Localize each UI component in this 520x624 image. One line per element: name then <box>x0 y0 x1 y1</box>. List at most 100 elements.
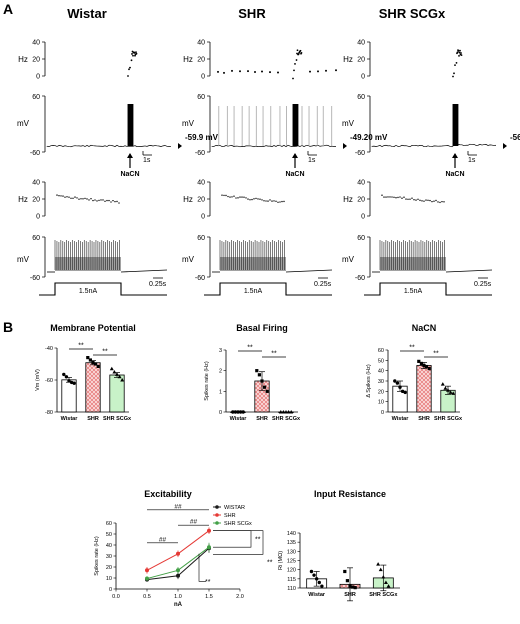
y-tick-label: 125 <box>287 559 296 565</box>
trace-column-2: SHR SCGx 40 20 0 Hz 60 -60 mV NaCN 1s -56.88 mV 40 2… <box>342 6 520 296</box>
hz-tick-label: 20 <box>197 57 205 64</box>
significance-bracket <box>213 530 252 548</box>
freq-dot <box>72 197 74 199</box>
freq-dot <box>223 71 225 74</box>
freq-dot <box>411 197 413 199</box>
step-label: 1.5nA <box>404 288 423 295</box>
step-trace <box>445 269 493 273</box>
chart-excitability: Excitability 0 10 20 30 40 50 60 0.0 0.5 1.0 1.5 2.0… <box>94 489 273 608</box>
chart-title: Input Resistance <box>314 489 386 499</box>
data-point <box>383 580 388 584</box>
freq-dot <box>273 200 275 202</box>
hz-label: Hz <box>18 55 28 64</box>
freq-dot <box>62 195 64 197</box>
freq-dot <box>127 75 129 77</box>
x-tick-label: SHR <box>344 592 356 598</box>
hz-tick-label: 20 <box>197 197 205 204</box>
freq-dot <box>237 197 239 199</box>
data-point <box>314 577 319 581</box>
freq-dot <box>427 199 429 202</box>
freq-dot <box>269 199 271 201</box>
hz-tick-label: 40 <box>357 180 365 187</box>
freq-dot <box>98 199 100 202</box>
freq-dot <box>253 198 255 200</box>
freq-dot <box>251 198 253 201</box>
data-point <box>120 378 125 382</box>
freq-dot <box>395 197 397 199</box>
freq-dot <box>96 200 98 202</box>
freq-dot <box>309 70 311 73</box>
chart-nacn: NaCN 0 10 20 30 40 50 60 Δ Spikes (Hz) Wistar SHR S… <box>366 323 463 422</box>
mv-tick-label: 60 <box>197 94 205 101</box>
significance-bracket <box>198 553 206 582</box>
data-point <box>263 385 267 389</box>
nacn-arrow-head <box>452 153 458 158</box>
hz-tick-label: 20 <box>357 57 365 64</box>
significance-label: ** <box>267 560 273 567</box>
hz-label: Hz <box>183 55 193 64</box>
significance-label: ** <box>433 351 439 358</box>
freq-dot <box>78 198 80 200</box>
freq-dot <box>60 195 62 197</box>
hash-label: ## <box>174 503 182 510</box>
freq-dot <box>108 199 110 202</box>
panel-b-charts: Membrane Potential -40 -60 -80 Vm (mV) Wistar… <box>35 323 463 608</box>
mv-tick-label: -60 <box>195 275 205 282</box>
y-tick-label: 10 <box>106 576 112 582</box>
series-point <box>207 545 211 550</box>
current-step <box>364 282 492 296</box>
data-point <box>281 410 286 414</box>
hz-tick-label: 20 <box>357 197 365 204</box>
freq-dot <box>296 49 299 52</box>
freq-dot <box>293 69 295 72</box>
y-axis-label: Spikes rate (Hz) <box>94 536 100 576</box>
freq-dot <box>68 196 70 198</box>
freq-dot <box>106 199 108 202</box>
y-tick-label: 20 <box>378 389 384 395</box>
freq-dot <box>381 194 383 196</box>
y-axis-label: Δ Spikes (Hz) <box>366 364 372 397</box>
data-point <box>94 362 98 366</box>
vm-value: -56.88 mV <box>510 133 520 142</box>
y-tick-label: 1 <box>219 389 222 395</box>
freq-dot <box>233 195 235 197</box>
significance-label: ** <box>255 537 261 544</box>
vm-marker <box>503 143 507 149</box>
series-point <box>207 528 211 533</box>
y-tick-label: 110 <box>287 586 296 592</box>
x-tick-label: SHR SCGx <box>272 416 301 422</box>
freq-dot <box>405 198 407 200</box>
legend-label: SHR <box>224 513 236 519</box>
hz-tick-label: 0 <box>361 74 365 81</box>
data-point <box>72 381 76 385</box>
freq-dot <box>241 196 243 198</box>
x-axis-label: nA <box>174 602 183 608</box>
freq-dot <box>134 54 136 57</box>
freq-dot <box>102 199 104 201</box>
freq-dot <box>135 52 138 55</box>
mv-tick-label: -60 <box>355 275 365 282</box>
data-point <box>395 381 400 385</box>
y-tick-label: 50 <box>378 358 384 364</box>
y-tick-label: 60 <box>106 521 112 527</box>
freq-dot <box>129 66 131 69</box>
freq-dot <box>92 199 94 202</box>
chart-basal_firing: Basal Firing 0 1 2 3 Spikes rate (Hz) Wistar SH… <box>204 323 301 422</box>
freq-dot <box>283 200 285 203</box>
mv-label: mV <box>17 119 30 128</box>
hz-tick-label: 0 <box>36 214 40 221</box>
hz-label: Hz <box>343 195 353 204</box>
series-point <box>176 573 180 578</box>
data-point <box>69 380 74 385</box>
y-axis-label: Spikes rate (Hz) <box>204 361 210 401</box>
y-tick-label: 30 <box>378 379 384 385</box>
freq-dot <box>90 197 92 200</box>
scale-bar-label: 0.25s <box>314 281 332 288</box>
data-point <box>265 389 269 393</box>
panel-a-traces: Wistar 40 20 0 Hz 60 -60 mV NaCN 1s -59.9 mV 40 20 0 H… <box>17 6 520 296</box>
y-tick-label: 40 <box>106 543 112 549</box>
hz-tick-label: 40 <box>197 180 205 187</box>
data-point <box>381 575 386 579</box>
freq-dot <box>225 194 227 197</box>
